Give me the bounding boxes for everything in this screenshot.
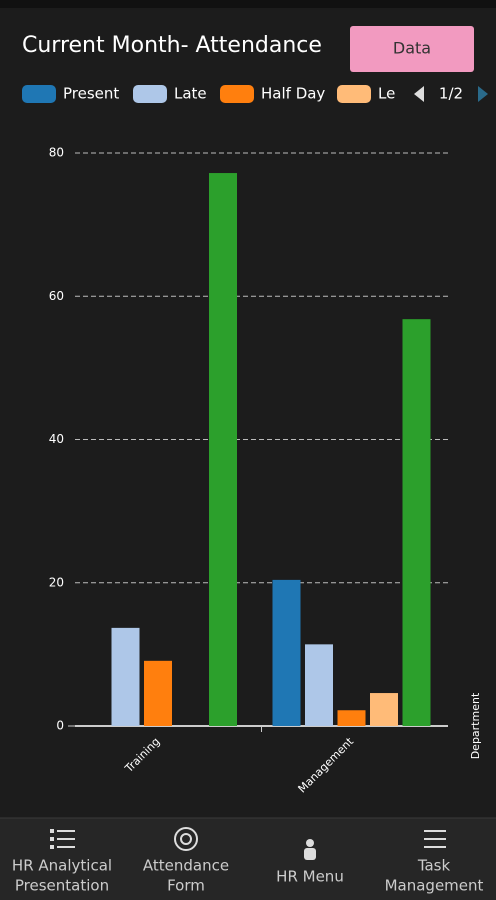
icon [174, 827, 198, 851]
x-tick-label: Management [296, 735, 357, 796]
data-button-label[interactable]: Data [393, 39, 431, 58]
legend-label[interactable]: Half Day [261, 85, 325, 103]
icon [306, 839, 314, 847]
legend-label[interactable]: Late [174, 85, 207, 103]
legend-swatch[interactable] [133, 85, 167, 103]
legend-swatch[interactable] [22, 85, 56, 103]
y-tick-label: 80 [49, 146, 64, 160]
x-axis-label: Department [469, 692, 482, 759]
y-tick-label: 40 [49, 432, 64, 446]
icon [180, 833, 192, 845]
bar [305, 644, 333, 726]
y-tick-label: 0 [56, 719, 64, 733]
legend-label[interactable]: Le [378, 85, 395, 103]
icon [424, 846, 446, 848]
nav-label[interactable]: HR Analytical [12, 857, 112, 875]
bar [272, 579, 301, 726]
x-tick-label: Training [122, 735, 163, 776]
nav-label[interactable]: Presentation [15, 877, 109, 895]
nav-icons [50, 827, 446, 860]
icon [424, 830, 446, 832]
bar [370, 693, 398, 726]
bar [402, 319, 431, 726]
icon [50, 829, 54, 833]
legend-pager: 1/2 [439, 85, 463, 103]
icon [50, 845, 54, 849]
legend-swatch[interactable] [337, 85, 371, 103]
icon [57, 838, 75, 840]
data-button[interactable] [350, 26, 474, 72]
bar [111, 627, 140, 726]
nav-label[interactable]: HR Menu [276, 868, 344, 886]
icon [424, 838, 446, 840]
y-tick-label: 60 [49, 289, 64, 303]
bar [209, 173, 237, 726]
legend-prev[interactable] [414, 86, 424, 102]
icon [57, 846, 75, 848]
bottom-nav [0, 818, 496, 900]
bar [337, 710, 366, 726]
bar [144, 660, 172, 726]
nav-label[interactable]: Management [385, 877, 484, 895]
icon [57, 830, 75, 832]
icon [304, 848, 316, 860]
legend-label[interactable]: Present [63, 85, 119, 103]
nav-label[interactable]: Form [167, 877, 205, 895]
icon [50, 837, 54, 841]
legend-swatch[interactable] [220, 85, 254, 103]
status-bar [0, 0, 496, 8]
nav-label[interactable]: Attendance [143, 857, 229, 875]
y-tick-label: 20 [49, 575, 64, 589]
chart-title: Current Month- Attendance [22, 33, 322, 58]
legend-next[interactable] [478, 86, 488, 102]
nav-label[interactable]: Task [417, 857, 451, 875]
